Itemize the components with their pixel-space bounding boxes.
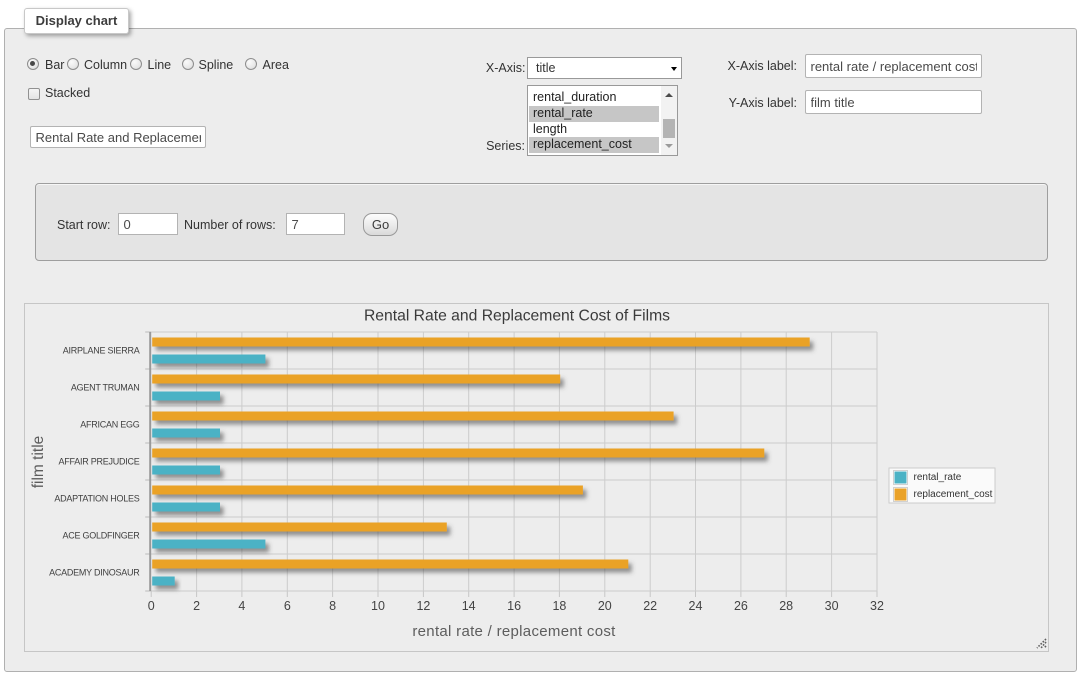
- svg-text:replacement_cost: replacement_cost: [914, 489, 993, 500]
- svg-text:12: 12: [416, 599, 430, 613]
- svg-text:ACADEMY DINOSAUR: ACADEMY DINOSAUR: [49, 568, 140, 578]
- svg-text:20: 20: [598, 599, 612, 613]
- svg-text:32: 32: [870, 599, 884, 613]
- svg-text:28: 28: [779, 599, 793, 613]
- svg-text:rental_rate: rental_rate: [914, 472, 962, 483]
- svg-text:Rental Rate and Replacement Co: Rental Rate and Replacement Cost of Film…: [364, 308, 670, 325]
- svg-text:ADAPTATION HOLES: ADAPTATION HOLES: [54, 494, 139, 504]
- svg-text:0: 0: [148, 599, 155, 613]
- svg-text:AFRICAN EGG: AFRICAN EGG: [80, 420, 140, 430]
- svg-text:2: 2: [193, 599, 200, 613]
- svg-text:film title: film title: [30, 436, 47, 489]
- svg-text:ACE GOLDFINGER: ACE GOLDFINGER: [62, 531, 140, 541]
- svg-text:22: 22: [643, 599, 657, 613]
- svg-text:26: 26: [734, 599, 748, 613]
- svg-text:16: 16: [507, 599, 521, 613]
- svg-text:AGENT TRUMAN: AGENT TRUMAN: [71, 383, 140, 393]
- svg-text:rental rate / replacement cost: rental rate / replacement cost: [412, 623, 616, 640]
- svg-text:AIRPLANE SIERRA: AIRPLANE SIERRA: [63, 346, 140, 356]
- svg-text:AFFAIR PREJUDICE: AFFAIR PREJUDICE: [58, 457, 139, 467]
- svg-text:4: 4: [238, 599, 245, 613]
- svg-text:30: 30: [825, 599, 839, 613]
- svg-text:6: 6: [284, 599, 291, 613]
- svg-text:14: 14: [462, 599, 476, 613]
- svg-text:24: 24: [689, 599, 703, 613]
- svg-text:10: 10: [371, 599, 385, 613]
- svg-text:8: 8: [329, 599, 336, 613]
- svg-text:18: 18: [552, 599, 566, 613]
